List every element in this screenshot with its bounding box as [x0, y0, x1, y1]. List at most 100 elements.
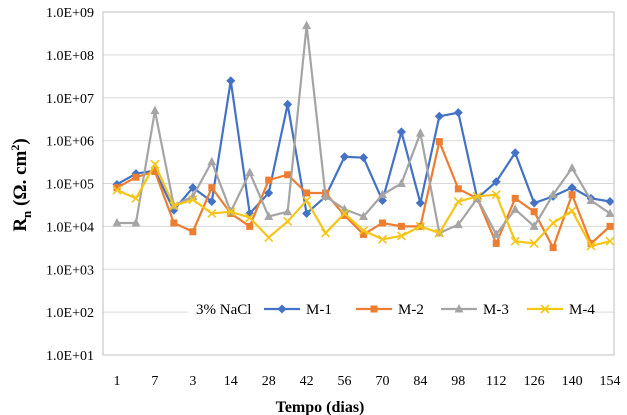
data-point: [302, 195, 312, 206]
x-tick-label: 112: [486, 374, 506, 389]
data-point: [189, 228, 197, 236]
data-point: [548, 189, 558, 199]
data-point: [434, 228, 444, 238]
data-point: [302, 20, 312, 30]
data-point: [529, 198, 539, 208]
data-point: [359, 211, 368, 220]
data-point: [340, 152, 350, 162]
data-point: [264, 188, 274, 198]
data-point: [131, 217, 141, 227]
data-point: [453, 219, 463, 229]
y-tick-label: 1.0E+01: [46, 349, 94, 364]
data-point: [606, 222, 614, 230]
data-point: [283, 206, 293, 216]
data-point: [567, 183, 577, 193]
series-m-3: [112, 20, 615, 238]
data-point: [587, 239, 595, 247]
data-point: [283, 216, 293, 227]
data-point: [377, 189, 387, 199]
legend-label: M-2: [398, 302, 424, 318]
legend-title: 3% NaCl: [196, 302, 251, 318]
data-point: [529, 238, 539, 249]
legend-label: M-1: [306, 302, 332, 318]
y-tick-label: 1.0E+04: [46, 220, 94, 235]
data-point: [586, 241, 596, 251]
data-point: [264, 211, 274, 220]
data-point: [360, 230, 367, 238]
data-point: [169, 201, 179, 211]
data-point: [605, 236, 615, 246]
data-point: [415, 221, 425, 231]
data-point: [511, 194, 519, 202]
data-point: [226, 207, 236, 217]
legend-marker: [277, 304, 287, 314]
y-tick-label: 1.0E+09: [46, 6, 94, 21]
data-point: [188, 183, 198, 193]
data-point: [453, 108, 463, 118]
data-point: [510, 236, 520, 246]
x-tick-label: 154: [600, 374, 621, 389]
y-tick-label: 1.0E+08: [46, 49, 94, 64]
data-point: [113, 184, 121, 192]
data-point: [150, 159, 160, 169]
data-point: [472, 191, 482, 201]
data-point: [491, 229, 501, 238]
data-point: [150, 105, 160, 115]
legend-marker: [540, 304, 550, 314]
data-point: [245, 167, 255, 177]
data-point: [396, 127, 406, 137]
data-point: [339, 208, 350, 219]
data-point: [112, 185, 122, 195]
data-point: [132, 173, 140, 181]
data-point: [568, 191, 576, 199]
data-point: [170, 219, 178, 227]
data-point: [549, 244, 557, 252]
x-tick-labels: 17314284256708498112126140154168: [114, 374, 621, 389]
data-point: [397, 222, 405, 230]
data-point: [151, 168, 159, 176]
data-point: [358, 225, 369, 236]
data-point: [226, 76, 236, 86]
data-point: [302, 208, 312, 218]
data-point: [510, 148, 520, 158]
legend: 3% NaCl M-1 M-2 M-3 M-4: [188, 292, 595, 324]
x-tick-label: 56: [338, 374, 352, 389]
data-point: [112, 217, 122, 227]
data-point: [491, 190, 501, 200]
data-point: [303, 189, 311, 197]
data-point: [491, 177, 501, 187]
legend-marker: [370, 305, 378, 313]
data-point: [605, 197, 615, 207]
y-tick-label: 1.0E+05: [46, 178, 94, 193]
data-point: [510, 204, 520, 213]
x-tick-label: 126: [524, 374, 545, 389]
x-tick-label: 70: [375, 374, 389, 389]
data-point: [548, 218, 558, 228]
x-tick-label: 140: [562, 374, 583, 389]
x-tick-label: 28: [262, 374, 276, 389]
data-point: [396, 178, 406, 187]
legend-label: M-3: [483, 302, 509, 318]
data-point: [567, 162, 577, 172]
y-axis-title: Rn (Ω. cm2): [8, 138, 34, 231]
data-point: [396, 231, 406, 241]
y-tick-label: 1.0E+06: [46, 135, 94, 150]
x-axis-title: Tempo (dias): [276, 399, 365, 415]
data-point: [246, 222, 254, 230]
data-point: [208, 184, 216, 192]
plot-border: [102, 11, 615, 356]
data-point: [321, 191, 331, 200]
x-tick-label: 14: [224, 374, 238, 389]
data-point: [454, 185, 462, 193]
x-tick-label: 42: [300, 374, 314, 389]
data-point: [245, 213, 255, 223]
series-m-4: [112, 159, 615, 251]
data-point: [359, 153, 368, 163]
legend-label: M-4: [569, 302, 595, 318]
x-tick-label: 84: [413, 374, 427, 389]
data-point: [435, 138, 443, 146]
data-point: [530, 208, 538, 216]
y-tick-label: 1.0E+03: [46, 263, 94, 278]
data-point: [377, 234, 388, 244]
